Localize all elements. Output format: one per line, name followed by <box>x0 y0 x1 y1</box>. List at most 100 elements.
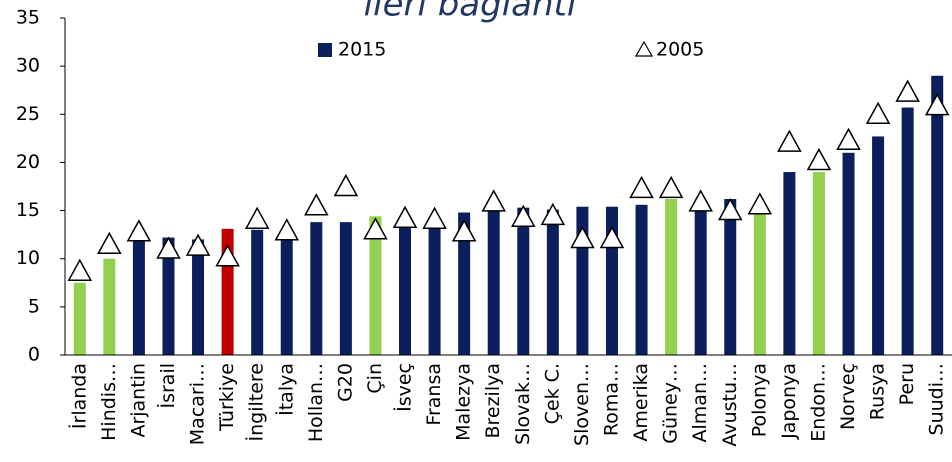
x-tick-label: Slovak… <box>512 363 534 445</box>
bar <box>428 227 441 355</box>
legend-marker <box>634 40 654 57</box>
y-tick-label: 15 <box>16 199 40 221</box>
x-tick-label: Roma… <box>600 363 622 436</box>
bar <box>251 229 264 355</box>
bar <box>73 282 86 355</box>
bar <box>162 237 175 355</box>
marker <box>392 205 418 228</box>
x-tick-label: Norveç <box>837 363 859 430</box>
x-tick-label: Fransa <box>423 363 445 426</box>
marker <box>215 244 240 267</box>
marker <box>658 175 684 199</box>
bar <box>783 172 796 355</box>
marker <box>924 93 950 116</box>
bar <box>458 212 471 355</box>
x-tick-label: İrlanda <box>67 363 90 429</box>
x-tick-label: Macari… <box>187 363 209 445</box>
bar <box>103 258 116 355</box>
marker <box>688 189 713 212</box>
bar <box>399 227 412 355</box>
bar <box>901 107 914 355</box>
legend-label: 2005 <box>656 39 704 61</box>
marker <box>865 101 891 124</box>
x-tick-label: İngiltere <box>245 363 268 442</box>
marker <box>274 218 300 241</box>
bar <box>931 75 944 356</box>
marker <box>540 202 566 226</box>
x-tick-label: Suudi… <box>926 363 948 435</box>
x-tick-label: Polonya <box>748 363 770 437</box>
y-tick-label: 30 <box>16 55 40 77</box>
marker <box>185 233 211 256</box>
x-tick-label: G20 <box>334 363 356 402</box>
x-tick-label: Peru <box>896 363 918 405</box>
y-tick-label: 10 <box>16 247 40 269</box>
marker <box>67 258 93 281</box>
x-tick-label: Çek C. <box>541 363 563 424</box>
x-tick-label: İsveç <box>393 363 416 412</box>
marker <box>244 206 270 229</box>
x-tick-label: Malezya <box>453 363 475 441</box>
marker <box>333 173 359 197</box>
x-tick-label: Çin <box>364 363 386 394</box>
marker <box>599 225 625 249</box>
bar <box>369 216 382 355</box>
x-tick-label: Hindis… <box>98 363 120 441</box>
y-tick-label: 25 <box>16 103 40 125</box>
x-tick-label: Sloven… <box>571 363 593 446</box>
bar <box>665 199 678 355</box>
x-tick-label: Japonya <box>778 363 800 440</box>
marker <box>747 192 773 215</box>
bar <box>842 152 855 355</box>
bar <box>546 209 559 355</box>
y-tick-label: 35 <box>16 7 40 29</box>
x-tick-label: İtalya <box>274 363 297 416</box>
bar <box>724 199 737 355</box>
bar <box>192 239 205 355</box>
y-tick-label: 20 <box>16 151 40 173</box>
x-tick-label: Güney… <box>660 363 682 444</box>
marker <box>511 204 536 228</box>
bar <box>694 207 707 355</box>
x-tick-label: Hollan… <box>305 363 327 442</box>
x-tick-label: Türkiye <box>216 363 238 432</box>
x-tick-label: Avustu… <box>719 363 741 447</box>
legend-marker <box>318 43 332 57</box>
marker <box>97 231 122 254</box>
marker <box>156 236 181 259</box>
marker <box>895 79 920 102</box>
bar <box>635 204 648 355</box>
bar <box>753 207 766 355</box>
x-tick-label: Endon… <box>807 363 829 442</box>
x-tick-label: Arjantin <box>127 363 149 438</box>
x-tick-label: Amerika <box>630 363 652 442</box>
x-tick-label: Brezilya <box>482 363 504 439</box>
x-tick-label: İsrail <box>156 363 179 409</box>
marker <box>304 193 329 216</box>
bar <box>812 172 825 355</box>
y-tick-label: 5 <box>28 295 40 317</box>
bar <box>132 239 145 355</box>
bar <box>517 207 530 355</box>
bar <box>310 222 323 355</box>
marker <box>363 217 388 240</box>
bar <box>280 239 293 355</box>
marker <box>717 197 743 221</box>
marker <box>481 189 506 212</box>
marker <box>451 219 477 242</box>
bar <box>487 210 500 355</box>
marker <box>836 127 861 150</box>
marker <box>126 219 152 242</box>
bar <box>872 136 885 355</box>
marker <box>806 147 832 171</box>
chart-title: ileri bağlantı <box>364 0 577 25</box>
x-tick-label: Alman… <box>689 363 711 442</box>
bar <box>339 222 352 355</box>
marker <box>777 129 802 152</box>
marker <box>629 175 654 199</box>
marker <box>422 206 447 229</box>
y-tick-label: 0 <box>28 344 40 366</box>
x-tick-label: Rusya <box>867 363 889 420</box>
marker <box>570 225 595 249</box>
